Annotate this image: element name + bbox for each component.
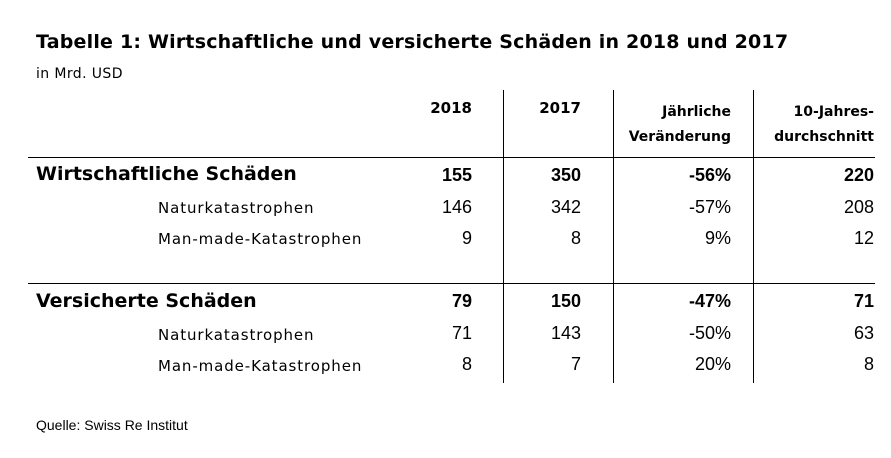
- row-label: Man-made-Katastrophen: [158, 230, 363, 248]
- table-cell: 63: [853, 323, 874, 343]
- table-cell: 350: [550, 165, 581, 185]
- header-rule: [28, 157, 875, 158]
- table-cell: 155: [441, 165, 472, 185]
- table-cell: 8: [863, 354, 874, 374]
- section-rule: [28, 283, 875, 284]
- table-cell: 71: [853, 291, 874, 311]
- table-cell: 342: [550, 197, 581, 217]
- column-header-avg-line1: 10-Jahres-: [793, 104, 874, 120]
- column-header-2018: 2018: [430, 99, 472, 117]
- table-cell: 71: [451, 323, 472, 343]
- table-cell: 9: [461, 228, 472, 248]
- table-cell: 12: [853, 228, 874, 248]
- table-title: Tabelle 1: Wirtschaftliche und versicher…: [36, 31, 789, 53]
- table-cell: 143: [550, 323, 581, 343]
- column-header-change-line1: Jährliche: [662, 104, 731, 120]
- column-header-2017: 2017: [539, 99, 581, 117]
- table-cell: 7: [570, 354, 581, 374]
- table-unit-subtitle: in Mrd. USD: [36, 66, 123, 82]
- source-note: Quelle: Swiss Re Institut: [36, 417, 188, 433]
- table-cell: -47%: [688, 291, 731, 311]
- table-cell: 20%: [694, 354, 731, 374]
- table-cell: 208: [843, 197, 874, 217]
- group-label-insured: Versicherte Schäden: [36, 290, 257, 312]
- row-label: Man-made-Katastrophen: [158, 357, 363, 375]
- table-cell: 79: [451, 291, 472, 311]
- table-cell: -57%: [688, 197, 731, 217]
- table-cell: 150: [550, 291, 581, 311]
- table-cell: -50%: [688, 323, 731, 343]
- table-cell: 8: [461, 354, 472, 374]
- column-header-avg-line2: durchschnitt: [774, 129, 874, 145]
- column-divider: [503, 90, 504, 383]
- column-divider: [613, 90, 614, 383]
- table-cell: 220: [843, 165, 874, 185]
- group-label-economic: Wirtschaftliche Schäden: [36, 163, 297, 185]
- table-cell: 146: [441, 197, 472, 217]
- row-label: Naturkatastrophen: [158, 326, 315, 344]
- row-label: Naturkatastrophen: [158, 199, 315, 217]
- table-cell: 9%: [704, 228, 731, 248]
- table-cell: -56%: [688, 165, 731, 185]
- column-header-change-line2: Veränderung: [628, 129, 731, 145]
- table-cell: 8: [570, 228, 581, 248]
- column-divider: [753, 90, 754, 383]
